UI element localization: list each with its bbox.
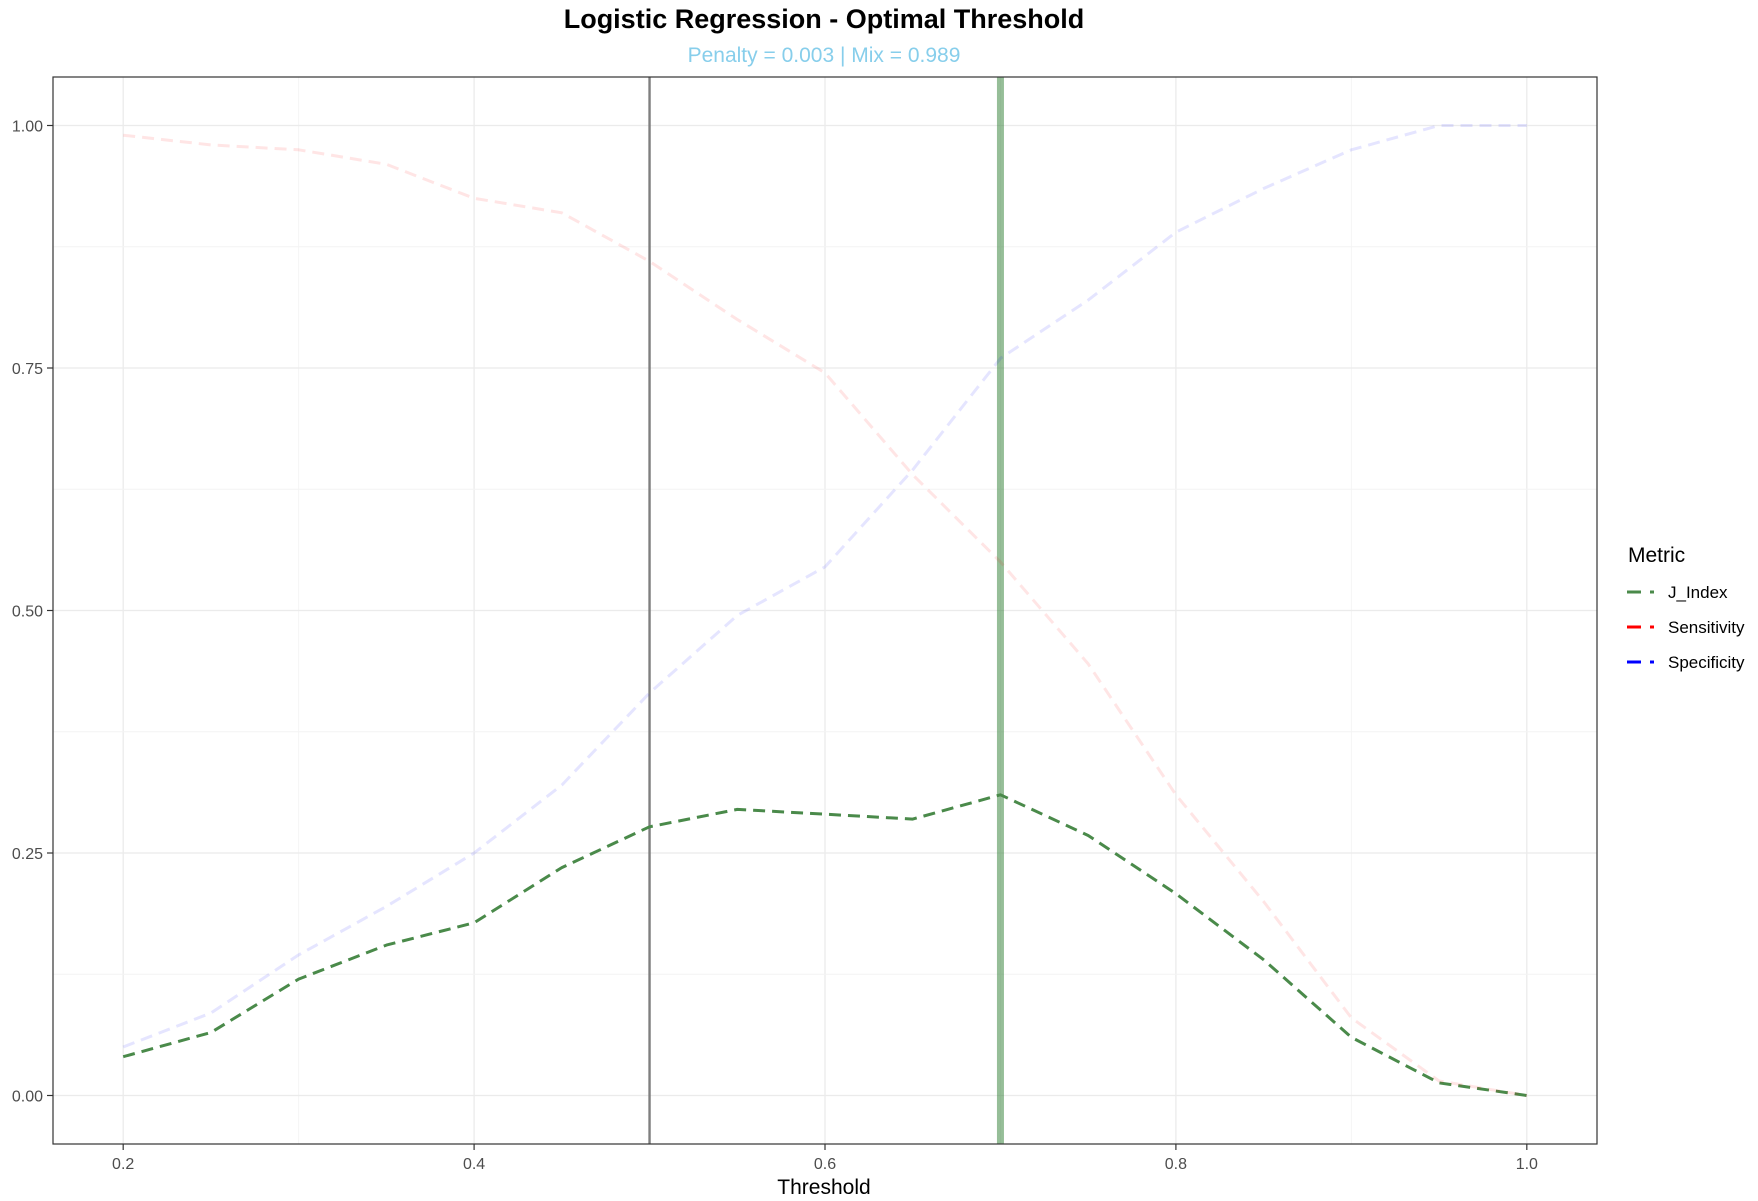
x-tick-label: 1.0 bbox=[1516, 1156, 1538, 1173]
series-line-j-index bbox=[122, 793, 1528, 1097]
y-tick-label: 0.75 bbox=[12, 361, 43, 378]
reference-lines bbox=[648, 77, 1004, 1144]
series-line-sensitivity bbox=[123, 133, 1528, 1097]
legend-label: Specificity bbox=[1668, 653, 1745, 672]
legend: Metric J_Index Sensitivity Specificity bbox=[1627, 544, 1745, 672]
chart-title: Logistic Regression - Optimal Threshold bbox=[564, 4, 1085, 34]
legend-title: Metric bbox=[1628, 544, 1685, 567]
y-tick-label: 0.00 bbox=[12, 1089, 43, 1106]
y-tick-label: 0.25 bbox=[12, 846, 43, 863]
series-lines bbox=[122, 124, 1528, 1097]
y-tick-label: 1.00 bbox=[12, 119, 43, 136]
legend-label: J_Index bbox=[1668, 583, 1728, 602]
x-axis: 0.2 0.4 0.6 0.8 1.0 bbox=[112, 1144, 1538, 1173]
y-tick-label: 0.50 bbox=[12, 604, 43, 621]
legend-label: Sensitivity bbox=[1668, 618, 1745, 637]
chart-subtitle: Penalty = 0.003 | Mix = 0.989 bbox=[688, 44, 961, 67]
x-tick-label: 0.2 bbox=[112, 1156, 134, 1173]
y-axis: 0.00 0.25 0.50 0.75 1.00 bbox=[12, 119, 53, 1106]
grid bbox=[53, 77, 1597, 1144]
x-tick-label: 0.8 bbox=[1165, 1156, 1187, 1173]
series-line-specificity bbox=[122, 124, 1527, 1049]
x-axis-title: Threshold bbox=[777, 1176, 870, 1199]
x-tick-label: 0.6 bbox=[814, 1156, 836, 1173]
x-tick-label: 0.4 bbox=[463, 1156, 485, 1173]
